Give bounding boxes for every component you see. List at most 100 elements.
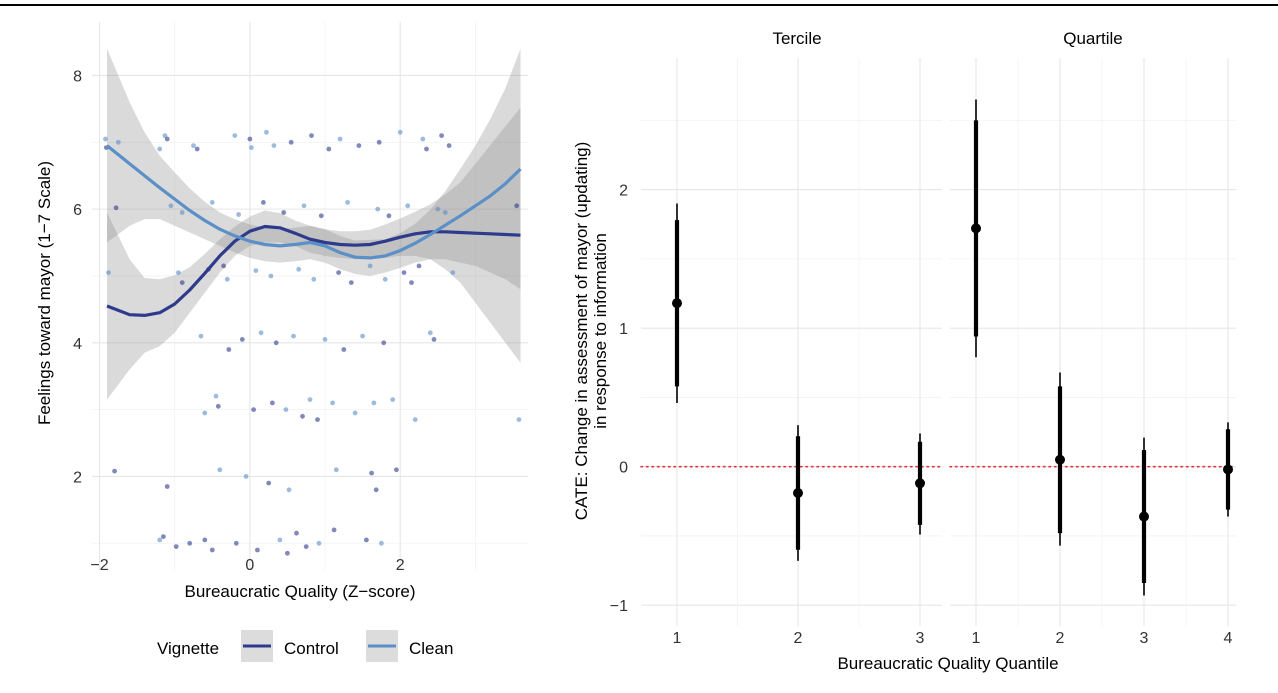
top-rule xyxy=(0,4,1278,6)
jitter-point xyxy=(352,410,358,416)
left-y-tick-label: 4 xyxy=(73,336,82,353)
point-estimate xyxy=(971,223,981,234)
jitter-point xyxy=(176,270,181,275)
jitter-point xyxy=(514,203,520,209)
jitter-point xyxy=(401,270,407,275)
jitter-point xyxy=(173,544,179,549)
right-x-tick-label: 1 xyxy=(972,630,981,647)
jitter-point xyxy=(336,270,341,275)
right-x-axis-title: Bureaucratic Quality Quantile xyxy=(837,654,1058,673)
jitter-point xyxy=(318,213,324,219)
jitter-point xyxy=(397,129,403,135)
point-estimate xyxy=(1055,454,1065,465)
jitter-point xyxy=(294,530,299,536)
jitter-point xyxy=(168,203,174,209)
jitter-point xyxy=(303,544,309,549)
jitter-point xyxy=(341,347,347,352)
left-smooth-lines xyxy=(105,144,522,317)
jitter-point xyxy=(330,400,335,406)
jitter-point xyxy=(253,268,259,273)
jitter-point xyxy=(375,206,381,212)
jitter-point xyxy=(258,330,264,336)
left-x-tick-label: 2 xyxy=(396,557,405,574)
jitter-point xyxy=(450,270,456,275)
jitter-point xyxy=(356,143,362,149)
legend-key-clean xyxy=(366,630,398,662)
jitter-point xyxy=(106,270,111,275)
jitter-point xyxy=(224,276,230,282)
legend-label-clean: Clean xyxy=(409,639,453,658)
ci-ribbon-clean xyxy=(107,48,521,290)
jitter-point xyxy=(112,468,117,474)
jitter-point xyxy=(309,133,314,139)
jitter-point xyxy=(266,480,272,486)
jitter-point xyxy=(271,143,277,149)
right-x-tick-label: 3 xyxy=(916,630,925,647)
left-y-tick-label: 8 xyxy=(73,68,82,85)
jitter-point xyxy=(439,133,444,139)
left-gridlines xyxy=(92,22,528,570)
right-y-tick-label: 2 xyxy=(619,183,628,200)
jitter-point xyxy=(202,410,208,416)
legend: Vignette Control Clean xyxy=(157,630,453,662)
jitter-point xyxy=(261,200,266,205)
jitter-point xyxy=(442,210,448,215)
jitter-point xyxy=(233,540,239,546)
jitter-point xyxy=(516,417,522,422)
jitter-point xyxy=(367,263,373,269)
jitter-point xyxy=(431,337,437,342)
legend-title: Vignette xyxy=(157,639,219,658)
right-x-tick-label: 2 xyxy=(794,630,803,647)
jitter-point xyxy=(157,537,163,543)
jitter-point xyxy=(390,397,396,402)
left-jitter-points xyxy=(103,129,522,556)
jitter-point xyxy=(255,547,260,553)
jitter-point xyxy=(315,417,320,422)
jitter-point xyxy=(281,210,287,215)
jitter-point xyxy=(364,537,369,543)
right-gridlines xyxy=(641,58,1236,626)
left-y-axis-title: Feelings toward mayor (1−7 Scale) xyxy=(35,161,54,425)
left-x-tick-label: 0 xyxy=(245,557,254,574)
left-y-tick-labels: 2 4 6 8 xyxy=(73,68,82,486)
jitter-point xyxy=(270,400,275,406)
jitter-point xyxy=(113,205,119,211)
jitter-point xyxy=(247,136,253,142)
point-estimate xyxy=(672,298,682,309)
right-y-axis-title-line2: in response to information xyxy=(591,233,610,429)
jitter-point xyxy=(316,540,322,546)
jitter-point xyxy=(420,136,426,142)
jitter-point xyxy=(331,527,337,533)
jitter-point xyxy=(283,407,289,412)
right-y-tick-label: 1 xyxy=(619,321,628,338)
jitter-point xyxy=(215,403,221,409)
jitter-point xyxy=(369,470,374,476)
jitter-point xyxy=(427,330,433,336)
jitter-point xyxy=(221,263,227,269)
left-confidence-ribbons xyxy=(107,48,521,400)
right-y-tick-labels: −1 0 1 2 xyxy=(610,183,628,616)
jitter-point xyxy=(249,145,254,151)
left-y-tick-label: 6 xyxy=(73,202,82,219)
right-x-tick-label: 4 xyxy=(1224,630,1233,647)
jitter-point xyxy=(424,146,429,152)
jitter-point xyxy=(345,200,350,205)
right-y-tick-label: −1 xyxy=(610,598,628,615)
left-y-tick-label: 2 xyxy=(73,469,82,486)
jitter-point xyxy=(291,333,296,339)
jitter-point xyxy=(273,340,279,346)
jitter-point xyxy=(209,547,215,553)
jitter-point xyxy=(264,129,269,135)
facet-strip-quartile: Quartile xyxy=(1063,29,1123,48)
jitter-point xyxy=(326,146,332,152)
jitter-point xyxy=(382,276,388,282)
jitter-point xyxy=(226,347,232,352)
ci-ribbon-control xyxy=(107,107,521,400)
jitter-point xyxy=(386,213,392,219)
jitter-point xyxy=(179,280,185,285)
jitter-point xyxy=(213,393,219,399)
legend-label-control: Control xyxy=(284,639,339,658)
jitter-point xyxy=(243,474,249,479)
jitter-point xyxy=(209,200,215,205)
